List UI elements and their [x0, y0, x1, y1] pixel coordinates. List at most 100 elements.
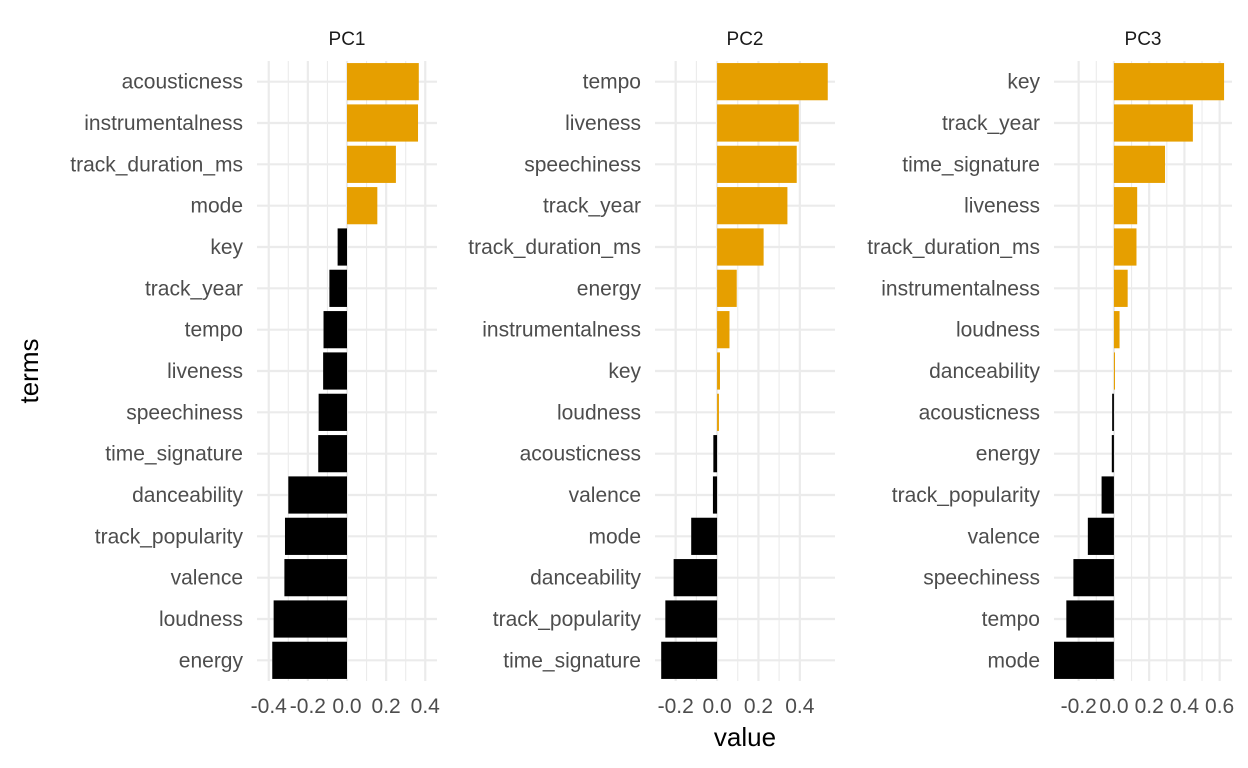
panel-pc2: tempo liveness speechiness track_year track_…	[468, 29, 835, 718]
bar-pc2-track-duration-ms	[717, 228, 764, 266]
category-label: time_signature	[503, 649, 641, 672]
category-label: tempo	[982, 608, 1040, 631]
x-tick-label: 0.4	[785, 695, 815, 718]
bar-pc2-acousticness	[713, 435, 718, 473]
panel-title: PC1	[329, 29, 366, 50]
category-label: key	[1007, 71, 1040, 94]
category-label: time_signature	[105, 443, 243, 466]
category-label: valence	[569, 484, 641, 507]
category-label: speechiness	[524, 153, 641, 176]
category-label: track_year	[942, 112, 1040, 135]
x-tick-label: 0.4	[411, 695, 441, 718]
bar-pc1-track-duration-ms	[347, 145, 396, 183]
category-label: acousticness	[919, 401, 1040, 424]
bar-pc2-mode	[691, 517, 718, 555]
category-label: speechiness	[923, 567, 1040, 590]
category-label: track_duration_ms	[70, 153, 243, 176]
bar-pc1-energy	[272, 641, 347, 679]
category-label: key	[608, 360, 641, 383]
bar-pc1-track-popularity	[284, 517, 347, 555]
bar-pc2-loudness	[717, 393, 719, 431]
category-label: mode	[190, 195, 243, 218]
category-label: track_popularity	[892, 484, 1041, 507]
category-label: track_year	[145, 277, 243, 300]
category-label: liveness	[964, 195, 1040, 218]
bar-pc3-time-signature	[1113, 145, 1166, 183]
panel-title: PC3	[1125, 29, 1162, 50]
category-label: key	[210, 236, 243, 259]
category-label: energy	[179, 649, 244, 672]
bar-pc3-tempo	[1066, 600, 1114, 638]
bar-pc3-energy	[1111, 435, 1114, 473]
x-tick-label: -0.2	[290, 695, 326, 718]
x-tick-label: 0.4	[1170, 695, 1200, 718]
bar-pc2-track-popularity	[665, 600, 718, 638]
category-label: liveness	[565, 112, 641, 135]
category-label: valence	[171, 567, 243, 590]
category-label: loudness	[956, 319, 1040, 342]
bar-pc3-track-year	[1113, 104, 1193, 142]
bar-pc3-liveness	[1113, 187, 1138, 225]
x-tick-label: 0.2	[372, 695, 401, 718]
category-label: danceability	[929, 360, 1040, 383]
category-label: instrumentalness	[84, 112, 243, 135]
category-label: track_popularity	[95, 525, 244, 548]
x-tick-label: -0.4	[251, 695, 288, 718]
category-label: track_year	[543, 195, 641, 218]
category-label: tempo	[185, 319, 243, 342]
bar-pc2-valence	[712, 476, 718, 514]
category-label: track_duration_ms	[468, 236, 641, 259]
bar-pc3-valence	[1087, 517, 1114, 555]
x-tick-label: -0.2	[658, 695, 694, 718]
x-axis-title: value	[714, 722, 776, 752]
bar-pc2-speechiness	[717, 145, 797, 183]
bar-pc1-mode	[347, 187, 378, 225]
category-label: speechiness	[126, 401, 243, 424]
panel-pc3: key track_year time_signature liveness track…	[867, 29, 1234, 718]
category-label: mode	[588, 525, 641, 548]
category-label: valence	[968, 525, 1040, 548]
bar-pc1-key	[337, 228, 347, 266]
category-label: tempo	[583, 71, 641, 94]
category-label: track_duration_ms	[867, 236, 1040, 259]
x-tick-label: -0.2	[1061, 695, 1097, 718]
bar-pc3-speechiness	[1073, 559, 1114, 597]
category-label: liveness	[167, 360, 243, 383]
category-label: track_popularity	[493, 608, 642, 631]
bar-pc2-key	[717, 352, 720, 390]
bar-pc1-time-signature	[318, 435, 347, 473]
bar-pc1-danceability	[288, 476, 347, 514]
x-tick-label: 0.0	[1099, 695, 1128, 718]
bar-pc1-acousticness	[347, 63, 419, 101]
bar-pc1-tempo	[323, 311, 347, 349]
panel-title: PC2	[727, 29, 764, 50]
bar-pc1-liveness	[323, 352, 347, 390]
bar-pc2-tempo	[717, 63, 828, 101]
bar-pc2-instrumentalness	[717, 311, 730, 349]
x-tick-label: 0.2	[1135, 695, 1164, 718]
category-label: danceability	[530, 567, 641, 590]
category-label: acousticness	[122, 71, 243, 94]
bar-pc3-acousticness	[1112, 393, 1114, 431]
bar-pc1-valence	[284, 559, 347, 597]
category-label: instrumentalness	[881, 277, 1040, 300]
bar-pc2-liveness	[717, 104, 799, 142]
bar-pc2-energy	[717, 269, 737, 307]
x-tick-label: 0.6	[1205, 695, 1234, 718]
category-label: acousticness	[520, 443, 641, 466]
bar-pc3-track-popularity	[1101, 476, 1114, 514]
bar-pc3-danceability	[1113, 352, 1115, 390]
bar-pc1-loudness	[273, 600, 347, 638]
bar-pc3-mode	[1054, 641, 1114, 679]
category-label: loudness	[557, 401, 641, 424]
y-axis-title: terms	[14, 339, 44, 404]
bar-pc3-key	[1113, 63, 1225, 101]
bar-pc3-loudness	[1113, 311, 1120, 349]
bar-pc3-track-duration-ms	[1113, 228, 1137, 266]
bar-pc1-speechiness	[318, 393, 347, 431]
bar-pc1-track-year	[329, 269, 347, 307]
bar-pc2-time-signature	[661, 641, 718, 679]
category-label: time_signature	[902, 153, 1040, 176]
category-label: energy	[976, 443, 1041, 466]
